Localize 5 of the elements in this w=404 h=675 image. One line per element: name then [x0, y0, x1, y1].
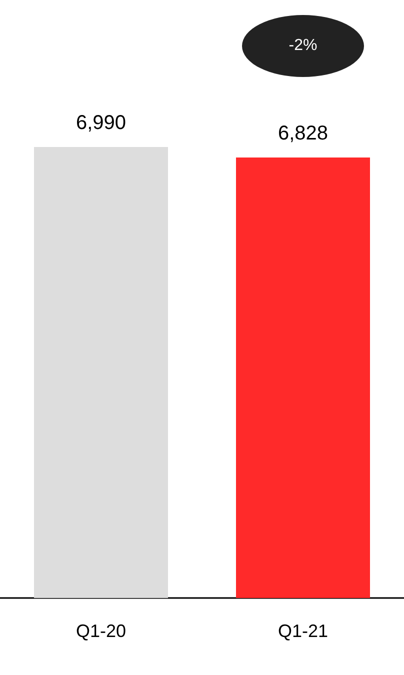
ellipse-badge: -2% [242, 15, 364, 77]
x-tick-label: Q1-20 [76, 621, 126, 641]
data-label: 6,990 [76, 112, 126, 134]
x-tick-label: Q1-21 [278, 621, 328, 641]
data-label: 6,828 [278, 122, 328, 144]
